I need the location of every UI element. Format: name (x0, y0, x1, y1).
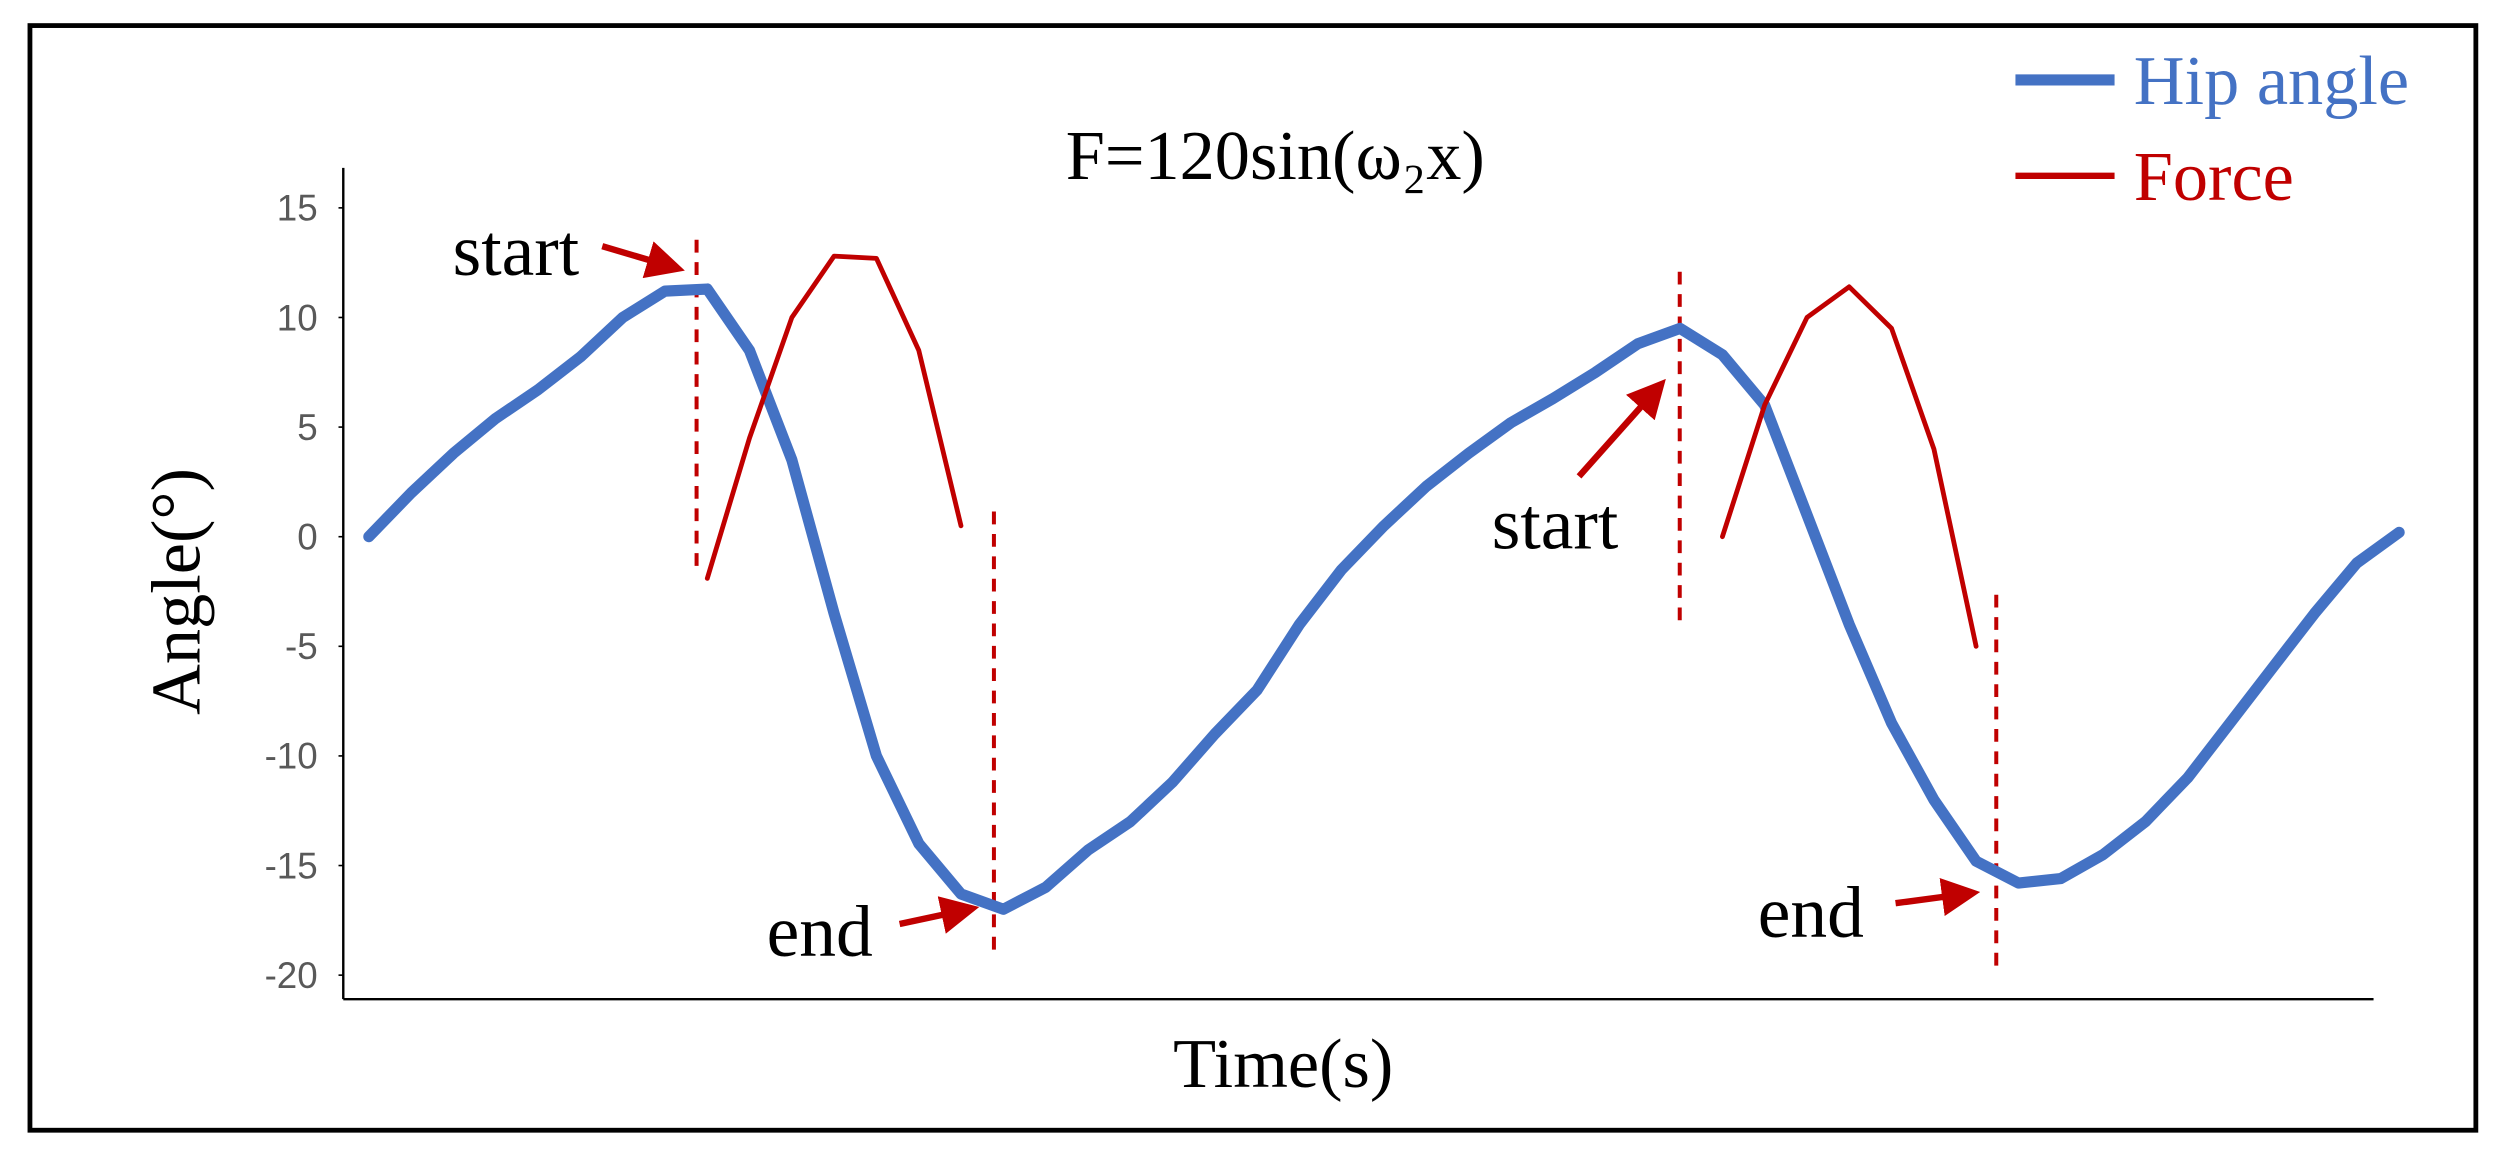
y-axis-title: Angle(°) (137, 468, 215, 715)
arrows (601, 241, 1981, 934)
annotation: start (1492, 482, 1619, 564)
annotation: start (453, 209, 580, 291)
annotation: end (767, 890, 873, 972)
arrow (1895, 877, 1981, 917)
y-tick-label: -15 (265, 845, 318, 886)
chart-title: F=120sin(ω₂x) (1066, 117, 1485, 195)
frame (27, 23, 2479, 1133)
y-tick-label: -20 (265, 955, 318, 996)
y-tick-label: 0 (297, 516, 317, 557)
y-tick-label: 15 (277, 188, 318, 229)
x-axis-title: Time(s) (1173, 1025, 1393, 1103)
y-tick-label: -5 (285, 626, 318, 667)
arrow (1576, 378, 1666, 479)
y-tick-label: 5 (297, 407, 317, 448)
legend-label: Force (2134, 138, 2294, 216)
legend-label: Hip angle (2134, 42, 2409, 120)
arrow (898, 896, 980, 934)
series-line (704, 253, 1979, 649)
annotation: end (1758, 871, 1864, 953)
series-line (363, 283, 2405, 915)
y-tick-label: 10 (277, 297, 318, 338)
arrow (601, 241, 685, 279)
y-tick-label: -10 (265, 736, 318, 777)
